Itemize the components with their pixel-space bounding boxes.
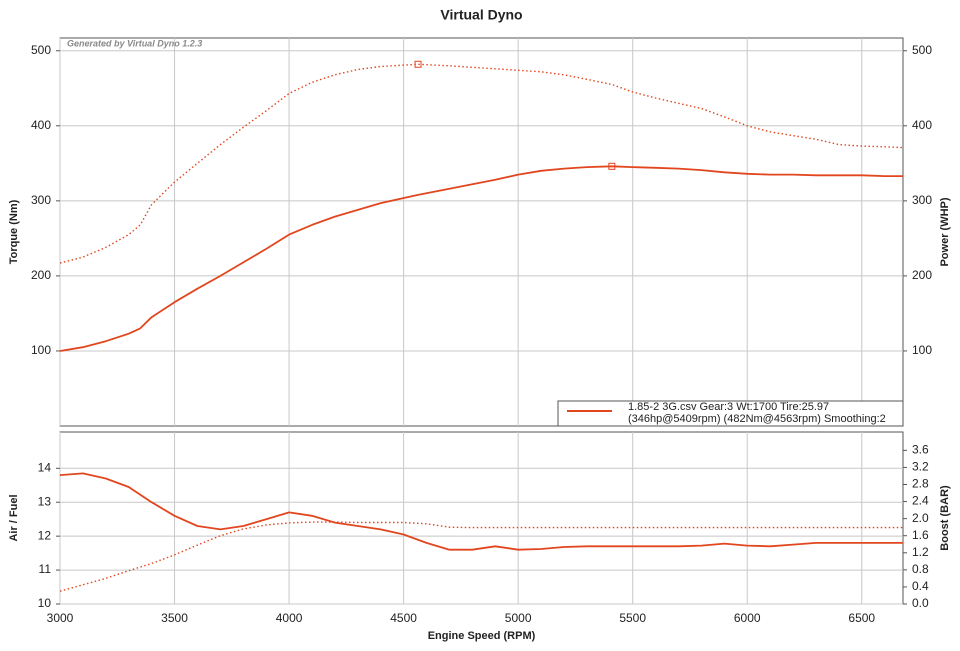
x-tick-label: 4500 [390,611,417,625]
y-axis-label: Torque (Nm) [8,199,20,264]
y-tick-label: 11 [39,562,52,576]
legend-box [557,400,904,427]
y-tick-label: 13 [38,494,52,508]
series-line [59,472,903,551]
y-tick-label: 300 [31,193,51,207]
y-tick-label: 400 [31,118,51,132]
y2-tick-label: 3.2 [912,460,929,474]
x-tick-label: 4000 [276,611,303,625]
legend-text: 1.85-2 3G.csv Gear:3 Wt:1700 Tire:25.97 [628,401,829,413]
y2-axis-label: Power (WHP) [939,197,951,266]
x-tick-label: 6000 [734,611,761,625]
y2-tick-label: 2.0 [912,511,929,525]
y2-tick-label: 0.4 [912,579,929,593]
y-tick-label: 10 [38,596,52,610]
y-tick-label: 200 [31,268,51,282]
y-tick-label: 14 [38,460,52,474]
plot-area [59,431,904,605]
series-line [59,521,903,592]
y2-tick-label: 1.6 [912,528,929,542]
x-tick-label: 6500 [848,611,875,625]
y2-tick-label: 2.8 [912,477,929,491]
y-tick-label: 12 [38,528,52,542]
y2-tick-label: 0.0 [912,596,929,610]
x-tick-label: 5000 [505,611,532,625]
y-axis-label: Air / Fuel [8,494,20,541]
y2-tick-label: 1.2 [912,545,929,559]
y2-tick-label: 300 [912,193,932,207]
x-axis-label: Engine Speed (RPM) [428,630,536,642]
y2-tick-label: 100 [912,343,932,357]
series-line [59,63,904,264]
y2-tick-label: 0.8 [912,562,929,576]
x-tick-label: 5500 [619,611,646,625]
y2-tick-label: 200 [912,268,932,282]
y2-tick-label: 3.6 [912,443,929,457]
chart-title: Virtual Dyno [440,7,522,23]
y2-tick-label: 2.4 [912,494,929,508]
peak-marker [414,60,422,68]
y2-axis-label: Boost (BAR) [939,485,951,551]
y2-tick-label: 500 [912,43,932,57]
x-tick-label: 3000 [47,611,74,625]
watermark: Generated by Virtual Dyno 1.2.3 [67,38,202,48]
x-tick-label: 3500 [161,611,188,625]
series-line [59,165,903,352]
legend-text: (346hp@5409rpm) (482Nm@4563rpm) Smoothin… [628,413,886,425]
y-tick-label: 500 [31,43,51,57]
y-tick-label: 100 [31,343,51,357]
peak-marker [608,162,616,170]
y2-tick-label: 400 [912,118,932,132]
plot-area [59,37,904,427]
